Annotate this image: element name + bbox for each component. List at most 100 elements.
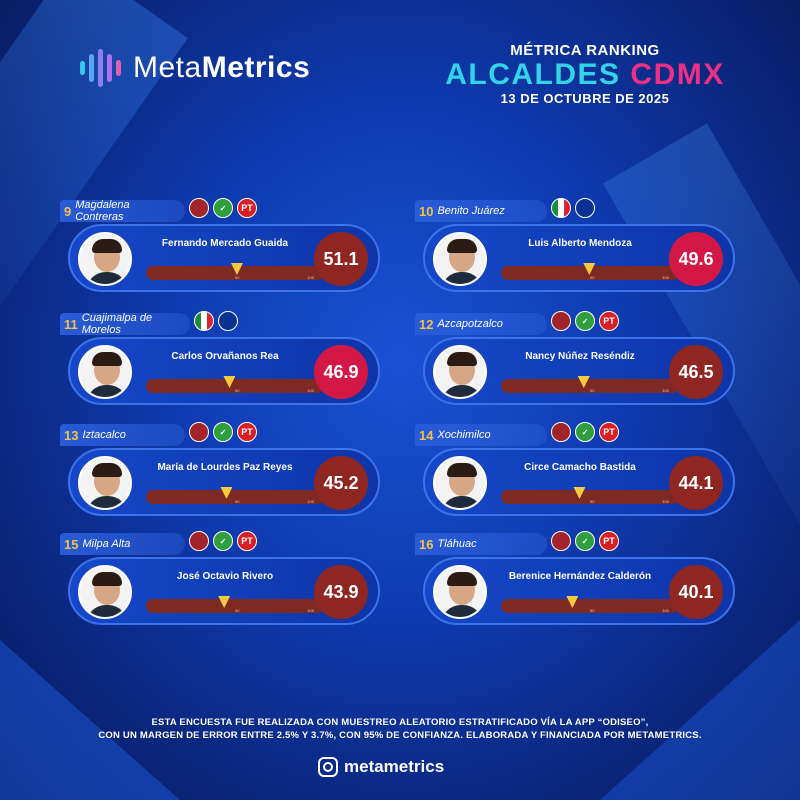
ranking-card: 10 Benito Juárez Luis Alberto Mendoza 50 100… bbox=[415, 198, 735, 295]
candidate-name: Luis Alberto Mendoza bbox=[528, 238, 632, 249]
approval-marker bbox=[230, 263, 243, 275]
approval-bar: 50 100 bbox=[146, 487, 324, 504]
morena-logo-icon bbox=[551, 531, 571, 551]
approval-marker bbox=[220, 487, 233, 499]
party-badges: ✓ PT bbox=[189, 422, 257, 442]
score-badge: 40.1 bbox=[669, 565, 723, 619]
party-badges: ✓ PT bbox=[551, 311, 619, 331]
candidate-name: Nancy Núñez Reséndiz bbox=[525, 351, 635, 362]
approval-marker bbox=[566, 596, 579, 608]
rank-number: 9 bbox=[64, 203, 72, 219]
morena-logo-icon bbox=[551, 311, 571, 331]
approval-bar: 50 100 bbox=[501, 263, 679, 280]
candidate-photo bbox=[433, 345, 487, 399]
scale-max-label: 100 bbox=[662, 388, 669, 393]
district-name: Tláhuac bbox=[437, 538, 477, 550]
ranking-card: 11 Cuajimalpa de Morelos Carlos Orvañanos … bbox=[60, 311, 380, 408]
scale-max-label: 100 bbox=[307, 388, 314, 393]
scale-max-label: 100 bbox=[307, 499, 314, 504]
district-name: Benito Juárez bbox=[437, 205, 505, 217]
approval-bar: 50 100 bbox=[146, 376, 324, 393]
candidate-panel: Fernando Mercado Guaida 50 100 51.1 bbox=[68, 224, 380, 292]
party-badges: ✓ PT bbox=[551, 531, 619, 551]
scale-max-label: 100 bbox=[662, 275, 669, 280]
district-name: Azcapotzalco bbox=[437, 318, 503, 330]
morena-logo-icon bbox=[189, 198, 209, 218]
rank-number: 14 bbox=[419, 427, 434, 443]
approval-bar: 50 100 bbox=[501, 487, 679, 504]
scale-mid-label: 50 bbox=[590, 608, 595, 613]
candidate-panel: Carlos Orvañanos Rea 50 100 46.9 bbox=[68, 337, 380, 405]
candidate-panel: Circe Camacho Bastida 50 100 44.1 bbox=[423, 448, 735, 516]
morena-logo-icon bbox=[189, 531, 209, 551]
pri-logo-icon bbox=[551, 198, 571, 218]
scale-mid-label: 50 bbox=[235, 275, 240, 280]
candidate-name: José Octavio Rivero bbox=[176, 571, 274, 582]
party-badges: ✓ PT bbox=[189, 198, 257, 218]
background-triangle bbox=[600, 620, 800, 800]
scale-max-label: 100 bbox=[662, 499, 669, 504]
approval-bar: 50 100 bbox=[146, 263, 324, 280]
approval-marker bbox=[573, 487, 586, 499]
brand-logo: MetaMetrics bbox=[80, 48, 310, 88]
candidate-photo bbox=[433, 232, 487, 286]
rank-number: 13 bbox=[64, 427, 79, 443]
rank-number: 10 bbox=[419, 203, 434, 219]
pt-logo-icon: PT bbox=[599, 422, 619, 442]
methodology-note: ESTA ENCUESTA FUE REALIZADA CON MUESTREO… bbox=[98, 717, 702, 741]
district-tag: 13 Iztacalco bbox=[60, 424, 185, 446]
approval-marker bbox=[583, 263, 596, 275]
scale-max-label: 100 bbox=[307, 608, 314, 613]
pri-logo-icon bbox=[194, 311, 214, 331]
approval-bar: 50 100 bbox=[501, 596, 679, 613]
district-tag: 16 Tláhuac bbox=[415, 533, 547, 555]
district-tag: 15 Milpa Alta bbox=[60, 533, 185, 555]
score-badge: 49.6 bbox=[669, 232, 723, 286]
verde-logo-icon: ✓ bbox=[575, 422, 595, 442]
social-handle: metametrics bbox=[344, 757, 445, 776]
district-tag: 10 Benito Juárez bbox=[415, 200, 547, 222]
pt-logo-icon: PT bbox=[599, 531, 619, 551]
scale-max-label: 100 bbox=[307, 275, 314, 280]
pt-logo-icon: PT bbox=[599, 311, 619, 331]
district-tag: 9 Magdalena Contreras bbox=[60, 199, 185, 223]
scale-mid-label: 50 bbox=[235, 388, 240, 393]
verde-logo-icon: ✓ bbox=[213, 422, 233, 442]
rank-number: 12 bbox=[419, 316, 434, 332]
ranking-card: 12 Azcapotzalco ✓ PT Nancy Núñez Reséndiz 50 1… bbox=[415, 311, 735, 408]
candidate-name: Circe Camacho Bastida bbox=[524, 462, 636, 473]
ranking-card: 15 Milpa Alta ✓ PT José Octavio Rivero 50 100 4… bbox=[60, 531, 380, 628]
approval-bar: 50 100 bbox=[146, 596, 324, 613]
ranking-card: 9 Magdalena Contreras ✓ PT Fernando Mercado … bbox=[60, 198, 380, 295]
verde-logo-icon: ✓ bbox=[213, 198, 233, 218]
party-badges bbox=[551, 198, 595, 218]
candidate-panel: Nancy Núñez Reséndiz 50 100 46.5 bbox=[423, 337, 735, 405]
candidate-panel: José Octavio Rivero 50 100 43.9 bbox=[68, 557, 380, 625]
page-date: 13 DE OCTUBRE DE 2025 bbox=[500, 91, 670, 106]
pt-logo-icon: PT bbox=[237, 198, 257, 218]
ranking-card: 16 Tláhuac ✓ PT Berenice Hernández Calderón 5… bbox=[415, 531, 735, 628]
approval-marker bbox=[218, 596, 231, 608]
candidate-panel: Berenice Hernández Calderón 50 100 40.1 bbox=[423, 557, 735, 625]
verde-logo-icon: ✓ bbox=[575, 311, 595, 331]
instagram-icon bbox=[318, 757, 338, 777]
district-name: Xochimilco bbox=[437, 429, 491, 441]
social-link[interactable]: metametrics bbox=[318, 757, 444, 777]
candidate-photo bbox=[78, 345, 132, 399]
candidate-name: Berenice Hernández Calderón bbox=[508, 571, 652, 582]
candidate-panel: María de Lourdes Paz Reyes 50 100 45.2 bbox=[68, 448, 380, 516]
district-tag: 11 Cuajimalpa de Morelos bbox=[60, 312, 190, 336]
rank-number: 11 bbox=[64, 316, 78, 332]
title-block: MÉTRICA RANKING ALCALDES CDMX 13 DE OCTU… bbox=[440, 42, 730, 106]
logo-bars-icon bbox=[80, 48, 121, 88]
scale-max-label: 100 bbox=[662, 608, 669, 613]
morena-logo-icon bbox=[551, 422, 571, 442]
scale-mid-label: 50 bbox=[235, 499, 240, 504]
ranking-card: 13 Iztacalco ✓ PT María de Lourdes Paz Reyes… bbox=[60, 422, 380, 519]
verde-logo-icon: ✓ bbox=[575, 531, 595, 551]
candidate-photo bbox=[78, 456, 132, 510]
rank-number: 15 bbox=[64, 536, 79, 552]
pan-logo-icon bbox=[575, 198, 595, 218]
approval-marker bbox=[577, 376, 590, 388]
scale-mid-label: 50 bbox=[590, 388, 595, 393]
